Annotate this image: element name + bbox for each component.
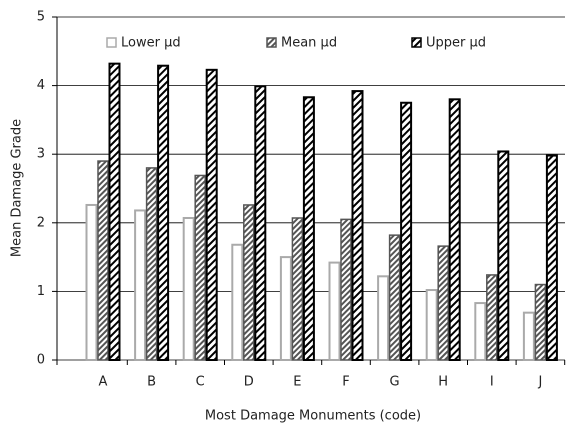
bar [134, 209, 147, 361]
bar [243, 204, 255, 361]
bar [522, 311, 535, 361]
y-axis-label: Mean Damage Grade [10, 119, 25, 257]
y-tick-label: 1 [37, 284, 45, 299]
y-tick-label: 2 [37, 215, 45, 230]
bar [157, 64, 170, 362]
y-tick-label: 0 [37, 353, 45, 368]
bar [302, 96, 315, 362]
y-tick-label: 3 [37, 147, 45, 162]
bar [145, 167, 158, 361]
x-tick-label: A [99, 375, 108, 390]
bar [497, 150, 510, 361]
bar [108, 62, 121, 361]
legend-label: Lower μd [121, 36, 181, 51]
bar [377, 275, 390, 362]
bar [340, 218, 352, 361]
bar [545, 154, 558, 361]
legend-swatch [411, 37, 422, 48]
bar [534, 283, 547, 361]
bar [425, 289, 438, 362]
bar [351, 90, 364, 361]
bar [448, 98, 461, 361]
legend-label: Mean μd [281, 36, 337, 51]
bar [437, 245, 449, 361]
x-tick-label: B [147, 375, 156, 390]
bar [205, 68, 218, 362]
bar [474, 302, 487, 362]
x-tick-label: F [342, 375, 349, 390]
legend-label: Upper μd [426, 36, 486, 51]
bar [486, 274, 498, 361]
x-tick-label: C [196, 375, 205, 390]
bar [254, 85, 267, 361]
bar [388, 234, 401, 361]
bar [194, 174, 206, 361]
x-tick-label: G [390, 375, 400, 390]
x-tick-label: J [537, 375, 542, 390]
x-tick-label: D [244, 375, 254, 390]
x-tick-label: I [490, 375, 494, 390]
legend-swatch [266, 37, 277, 48]
x-tick-label: E [293, 375, 301, 390]
y-tick-label: 4 [37, 78, 45, 93]
bar [279, 256, 292, 362]
bar [182, 216, 195, 361]
bar [328, 261, 341, 362]
bar [97, 160, 109, 361]
y-tick-label: 5 [37, 10, 45, 25]
legend-swatch [106, 37, 117, 48]
bar [400, 101, 413, 361]
bar [291, 217, 304, 361]
bar [231, 243, 244, 361]
x-axis-label: Most Damage Monuments (code) [205, 409, 421, 424]
x-tick-label: H [438, 375, 448, 390]
bar [85, 203, 98, 361]
